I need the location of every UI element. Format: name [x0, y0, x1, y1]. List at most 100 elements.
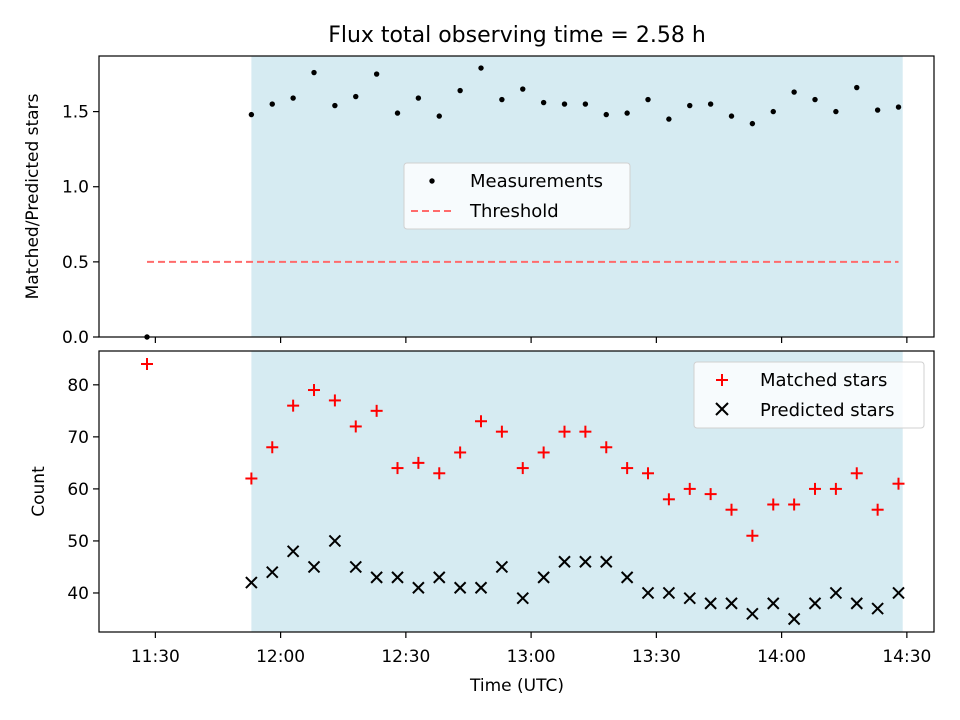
- count-ytick-label: 60: [67, 480, 89, 500]
- count-ytick-label: 40: [67, 584, 89, 604]
- predicted-star-marker: [349, 560, 362, 574]
- matched-star-marker: [287, 399, 300, 412]
- count-ytick-label: 50: [67, 532, 89, 552]
- legend-box: [693, 361, 925, 429]
- matched-star-marker: [454, 446, 467, 459]
- matched-star-marker: [621, 462, 634, 475]
- chart-title: Flux total observing time = 2.58 h: [328, 23, 706, 48]
- x-tick-label: 14:30: [882, 647, 931, 667]
- measurement-point: [540, 99, 547, 106]
- predicted-star-marker: [558, 555, 571, 568]
- measurement-point: [770, 108, 776, 115]
- x-axis-label: Time (UTC): [469, 676, 564, 696]
- count-ytick-label: 80: [67, 376, 89, 396]
- count-axes-frame: [98, 350, 935, 633]
- x-tick-label: 12:00: [256, 647, 305, 667]
- matched-star-marker: [558, 425, 571, 438]
- matched-star-marker: [412, 456, 425, 469]
- predicted-star-marker: [537, 571, 550, 584]
- predicted-star-marker: [579, 555, 592, 568]
- matched-star-marker: [725, 503, 738, 516]
- ratio-legend: Measurements Threshold: [403, 162, 631, 230]
- matched-star-marker: [495, 425, 508, 438]
- measurement-point: [436, 113, 442, 119]
- measurement-point: [874, 107, 881, 113]
- count-y-axis-label: Count: [29, 466, 49, 517]
- matched-star-marker: [349, 420, 362, 433]
- legend-matched-marker: [716, 374, 728, 386]
- count-ytick-label: 70: [67, 428, 89, 448]
- predicted-star-marker: [495, 560, 509, 574]
- ratio-ytick-label: 1.5: [62, 103, 89, 123]
- x-tick-label: 12:30: [381, 647, 430, 667]
- predicted-star-marker: [704, 597, 717, 610]
- predicted-star-marker: [391, 571, 404, 584]
- predicted-star-marker: [370, 571, 383, 584]
- measurement-point: [561, 101, 568, 107]
- measurement-point: [833, 108, 839, 115]
- predicted-star-marker: [641, 586, 655, 600]
- legend-box: [403, 162, 631, 230]
- matched-star-marker: [141, 358, 154, 371]
- predicted-star-marker: [620, 571, 634, 584]
- matched-star-marker: [245, 472, 258, 485]
- predicted-star-marker: [871, 602, 884, 615]
- matched-star-marker: [788, 498, 801, 511]
- predicted-star-marker: [433, 571, 446, 584]
- ratio-axes-frame: [98, 55, 935, 338]
- measurement-point: [290, 95, 296, 101]
- measurement-point: [645, 96, 651, 103]
- legend-measurements-marker: [429, 178, 435, 184]
- predicted-star-marker: [683, 591, 696, 605]
- matched-star-marker: [433, 467, 446, 480]
- matched-star-marker: [475, 415, 488, 428]
- predicted-star-marker: [662, 586, 676, 600]
- matched-star-marker: [642, 467, 655, 480]
- legend-predicted-marker: [715, 402, 729, 416]
- ratio-y-axis-label: Matched/Predicted stars: [23, 93, 43, 299]
- measurement-point: [373, 71, 380, 77]
- measurement-point: [687, 102, 693, 109]
- matched-star-marker: [704, 488, 717, 501]
- predicted-star-marker: [328, 534, 342, 548]
- predicted-star-marker: [892, 586, 905, 600]
- measurement-point: [666, 116, 672, 122]
- predicted-star-marker: [850, 597, 863, 610]
- measurement-point: [499, 96, 505, 103]
- measurement-point: [707, 101, 714, 107]
- x-tick-label: 13:30: [632, 647, 681, 667]
- x-tick-label: 13:00: [507, 647, 556, 667]
- predicted-star-marker: [516, 591, 529, 605]
- measurement-point: [332, 102, 338, 109]
- matched-star-marker: [266, 441, 279, 454]
- legend-matched-label: Matched stars: [760, 370, 887, 391]
- predicted-star-marker: [286, 545, 300, 558]
- predicted-star-marker: [600, 555, 613, 568]
- matched-star-marker: [892, 477, 905, 490]
- predicted-star-marker: [245, 576, 258, 589]
- measurement-point: [603, 111, 609, 118]
- matched-star-marker: [370, 404, 383, 417]
- measurement-point: [478, 65, 484, 71]
- x-tick-label: 11:30: [131, 647, 180, 667]
- measurement-point: [269, 101, 275, 107]
- measurement-point: [895, 104, 902, 110]
- matched-star-marker: [600, 441, 613, 454]
- count-panel: 40 50 60 70 80 11:30 12:00 12:30 13:00 13:30 14:00…: [29, 350, 935, 696]
- ratio-ytick-label: 0.5: [62, 253, 89, 273]
- predicted-star-marker: [412, 581, 425, 594]
- measurement-point: [457, 87, 463, 94]
- measurement-point: [791, 89, 797, 95]
- measurement-point: [728, 113, 735, 119]
- matched-star-marker: [746, 529, 759, 542]
- matched-star-marker: [579, 425, 592, 438]
- count-legend: Matched stars Predicted stars: [693, 361, 925, 429]
- matched-star-marker: [308, 384, 321, 397]
- measurement-point: [854, 84, 860, 91]
- predicted-star-marker: [307, 560, 321, 574]
- ratio-ytick-label: 1.0: [62, 178, 89, 198]
- measurement-point: [353, 93, 359, 100]
- matched-star-marker: [328, 394, 341, 407]
- legend-threshold-label: Threshold: [469, 201, 559, 222]
- predicted-star-marker: [725, 597, 738, 610]
